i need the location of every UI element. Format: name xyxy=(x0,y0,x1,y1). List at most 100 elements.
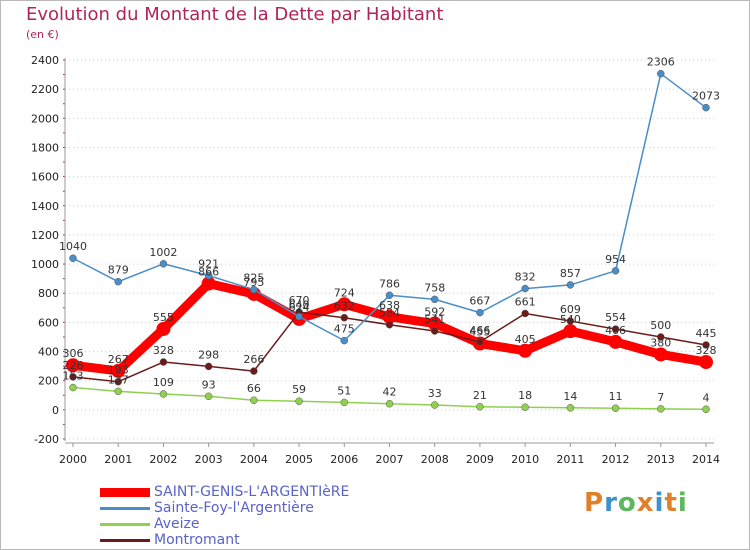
data-label: 624 xyxy=(289,301,310,314)
logo-letter: i xyxy=(654,488,665,518)
data-point xyxy=(114,387,122,396)
data-point xyxy=(250,367,258,375)
data-label: 445 xyxy=(696,327,717,340)
data-label: 66 xyxy=(247,382,261,395)
data-label: 2073 xyxy=(692,90,720,103)
legend-label: SAINT-GENIS-L'ARGENTIèRE xyxy=(154,484,350,500)
data-label: 638 xyxy=(379,299,400,312)
data-point xyxy=(69,254,77,262)
y-tick-label: 200 xyxy=(38,375,59,388)
data-label: 193 xyxy=(108,364,129,377)
data-label: 11 xyxy=(609,390,623,403)
x-tick-label: 2014 xyxy=(692,453,720,466)
y-tick-label: 1600 xyxy=(31,171,59,184)
data-label: 758 xyxy=(424,281,445,294)
x-tick-label: 2003 xyxy=(195,453,223,466)
data-point xyxy=(702,405,710,414)
data-point xyxy=(657,405,665,413)
data-label: 109 xyxy=(153,376,174,389)
data-point xyxy=(566,317,575,325)
data-point xyxy=(566,404,575,412)
data-point xyxy=(521,403,529,411)
data-point xyxy=(653,347,668,362)
legend-swatch xyxy=(100,488,150,497)
data-label: 127 xyxy=(108,373,129,386)
data-point xyxy=(69,373,77,381)
data-label: 93 xyxy=(202,378,216,391)
data-label: 825 xyxy=(243,272,264,285)
data-label: 455 xyxy=(469,326,490,339)
x-tick-label: 2010 xyxy=(511,453,539,466)
logo-letter: P xyxy=(584,488,605,518)
legend-swatch xyxy=(100,523,150,526)
data-label: 33 xyxy=(428,387,442,400)
legend-label: Sainte-Foy-l'Argentière xyxy=(154,500,314,516)
data-label: 1040 xyxy=(59,240,87,253)
data-point xyxy=(250,396,258,404)
data-label: 541 xyxy=(424,313,445,326)
data-label: 554 xyxy=(605,311,626,324)
data-point xyxy=(250,285,258,294)
data-label: 632 xyxy=(334,300,355,313)
data-point xyxy=(476,403,484,411)
data-label: 2306 xyxy=(647,56,675,69)
logo-letter: x xyxy=(636,488,655,518)
data-point xyxy=(566,281,575,289)
data-label: 661 xyxy=(515,295,536,308)
data-point xyxy=(430,401,439,409)
data-point xyxy=(159,390,168,398)
data-label: 670 xyxy=(289,294,310,307)
data-point xyxy=(114,377,122,386)
data-point xyxy=(69,383,77,392)
data-label: 667 xyxy=(469,295,490,308)
data-label: 592 xyxy=(424,306,445,319)
data-point xyxy=(201,276,216,291)
data-point xyxy=(657,69,665,78)
data-label: 226 xyxy=(63,359,84,372)
x-tick-label: 2005 xyxy=(285,453,313,466)
data-point xyxy=(159,260,168,268)
logo-letter: i xyxy=(677,488,688,518)
data-point xyxy=(340,313,349,322)
y-tick-label: 2000 xyxy=(31,112,59,125)
data-label: 328 xyxy=(696,344,717,357)
data-point xyxy=(563,324,578,339)
y-tick-label: 1000 xyxy=(31,258,59,271)
data-label: 405 xyxy=(515,333,536,346)
y-tick-label: 1800 xyxy=(31,141,59,154)
data-point xyxy=(340,336,349,345)
logo-letter: t xyxy=(664,488,678,518)
data-label: 921 xyxy=(198,258,219,271)
y-tick-label: 1200 xyxy=(31,229,59,242)
data-point xyxy=(476,338,484,346)
data-point xyxy=(430,295,439,304)
data-label: 266 xyxy=(243,353,264,366)
data-label: 21 xyxy=(473,389,487,402)
x-tick-label: 2008 xyxy=(421,453,449,466)
logo-letter: r xyxy=(604,488,618,518)
data-point xyxy=(611,325,620,333)
data-point xyxy=(518,343,533,358)
data-point xyxy=(430,327,439,335)
legend-label: Montromant xyxy=(154,532,240,548)
data-label: 786 xyxy=(379,277,400,290)
y-tick-label: 600 xyxy=(38,316,59,329)
data-label: 42 xyxy=(383,386,397,399)
y-tick-label: 800 xyxy=(38,287,59,300)
legend-label: Aveize xyxy=(154,516,200,532)
data-point xyxy=(521,309,529,318)
data-point xyxy=(204,271,213,280)
data-label: 500 xyxy=(650,319,671,332)
data-point xyxy=(699,355,713,370)
data-point xyxy=(427,316,442,331)
data-label: 18 xyxy=(518,389,532,402)
chart-title: Evolution du Montant de la Dette par Hab… xyxy=(26,4,444,25)
data-point xyxy=(340,398,349,407)
x-tick-label: 2000 xyxy=(59,453,87,466)
data-label: 724 xyxy=(334,286,355,299)
data-label: 466 xyxy=(605,324,626,337)
data-label: 857 xyxy=(560,267,581,280)
data-label: 866 xyxy=(198,266,219,279)
data-point xyxy=(385,399,394,408)
